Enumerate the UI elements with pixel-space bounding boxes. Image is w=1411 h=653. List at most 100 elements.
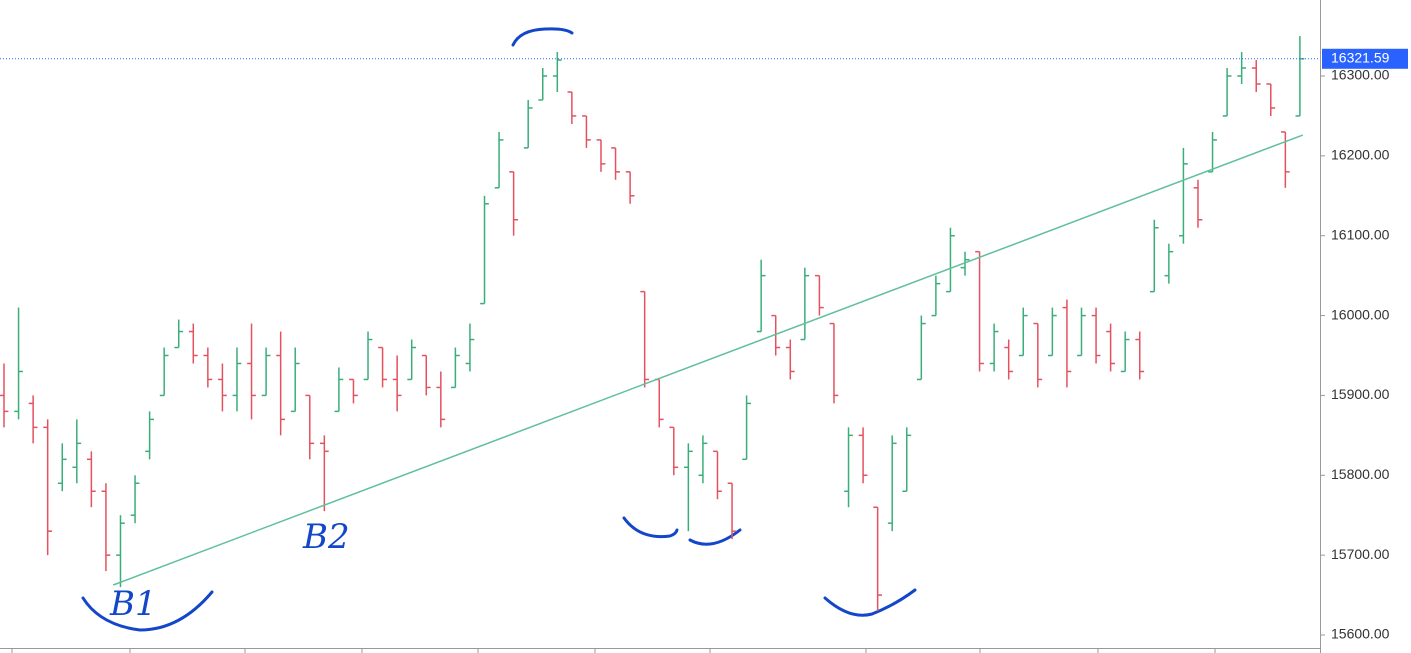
ohlc-bar [523, 99, 533, 149]
ohlc-bar [1208, 131, 1217, 173]
ohlc-bar [1193, 179, 1203, 228]
ohlc-bar [1237, 52, 1247, 85]
ohlc-bar [538, 68, 548, 101]
time-axis-ticks [11, 648, 1216, 653]
ohlc-bar [552, 52, 562, 92]
ohlc-bar [188, 323, 198, 364]
ohlc-bar [1266, 83, 1276, 116]
ohlc-bar [742, 395, 751, 461]
y-tick-label: 15700.00 [1331, 546, 1390, 562]
ohlc-bar [232, 347, 242, 412]
ohlc-bar [392, 355, 402, 412]
ohlc-bar [43, 419, 53, 556]
ohlc-bar [363, 331, 373, 381]
ohlc-bar [159, 347, 169, 397]
ohlc-bar [174, 319, 184, 349]
ohlc-bar [130, 475, 140, 524]
ohlc-bar [465, 323, 475, 372]
y-tick-label: 16200.00 [1331, 147, 1390, 163]
ohlc-bar [1018, 307, 1028, 357]
plot-area [0, 36, 1320, 612]
ohlc-bar [72, 419, 82, 484]
ohlc-bar [771, 314, 781, 356]
ohlc-bar [276, 331, 286, 436]
ohlc-bar [669, 426, 679, 476]
y-tick-label: 15600.00 [1331, 626, 1390, 642]
ohlc-bar [509, 171, 518, 236]
ohlc-bar [1033, 322, 1043, 388]
ohlc-bar [1120, 331, 1130, 373]
ohlc-bar [87, 451, 96, 508]
last-price-label: 16321.59 [1331, 49, 1390, 65]
ohlc-bar [916, 315, 926, 381]
ohlc-bar [683, 443, 693, 532]
ohlc-bar [1048, 307, 1057, 357]
ohlc-bar [116, 515, 125, 588]
ohlc-bar [480, 195, 489, 305]
ohlc-bar [931, 275, 941, 317]
ohlc-bar [1164, 243, 1174, 284]
ohlc-bar [14, 307, 23, 420]
ohlc-bar [873, 506, 883, 612]
trend-line [112, 134, 1304, 586]
ohlc-bar [946, 227, 955, 293]
ohlc-bar [640, 290, 650, 388]
ohlc-bar [844, 427, 853, 508]
ohlc-bar [625, 171, 635, 204]
ohlc-bar [305, 394, 315, 460]
y-tick-label: 16000.00 [1331, 306, 1390, 322]
y-tick-label: 16400.00 [1331, 0, 1390, 3]
ohlc-bar [334, 367, 344, 413]
hand-drawings [81, 27, 917, 632]
ohlc-bar [319, 435, 329, 512]
ohlc-bar [494, 131, 504, 189]
last-price-box [1322, 48, 1408, 69]
ohlc-bar [451, 347, 460, 389]
ohlc-bar [421, 354, 431, 396]
ohlc-bar [960, 251, 970, 276]
ohlc-bar [887, 435, 897, 532]
ohlc-bar [582, 115, 591, 148]
y-tick-label: 15800.00 [1331, 466, 1390, 482]
ohlc-bar [28, 395, 38, 444]
ohlc-bar [785, 339, 795, 380]
ohlc-bar [101, 483, 111, 572]
annotation: B2 [302, 517, 350, 557]
ohlc-bar [436, 371, 446, 428]
annotation: B1 [109, 584, 157, 624]
ohlc-bar [1222, 68, 1232, 117]
ohlc-bar [1106, 323, 1115, 372]
ohlc-bar [1251, 60, 1261, 92]
ohlc-bar [698, 435, 708, 484]
ohlc-bar [800, 267, 810, 341]
ohlc-bar [349, 378, 358, 404]
ohlc-bar [145, 411, 154, 460]
ohlc-bar [247, 323, 256, 420]
ohlc-bar [829, 322, 839, 404]
ohlc-bar [1179, 147, 1188, 244]
ohlc-bar [1135, 331, 1145, 380]
ohlc-bar [57, 443, 67, 492]
y-tick-label: 16300.00 [1331, 67, 1390, 83]
ohlc-bar [261, 347, 271, 397]
ohlc-bar [815, 274, 824, 316]
y-tick-label: 15900.00 [1331, 386, 1390, 402]
ohlc-bar [727, 482, 737, 540]
ohlc-bar [218, 363, 227, 412]
ohlc-bar [611, 147, 620, 180]
ohlc-bar [1149, 219, 1159, 293]
ohlc-bar [596, 139, 606, 172]
ohlc-bar [1062, 299, 1072, 388]
ohlc-bar [858, 427, 868, 484]
ohlc-bar [989, 323, 999, 372]
ohlc-bar [1091, 307, 1101, 364]
ohlc-bar [567, 91, 577, 124]
ohlc-bar [975, 250, 984, 372]
y-tick-label: 16100.00 [1331, 226, 1390, 242]
ohlc-bar [290, 347, 300, 413]
ohlc-bar [407, 339, 417, 381]
ohlc-bar [378, 346, 387, 388]
